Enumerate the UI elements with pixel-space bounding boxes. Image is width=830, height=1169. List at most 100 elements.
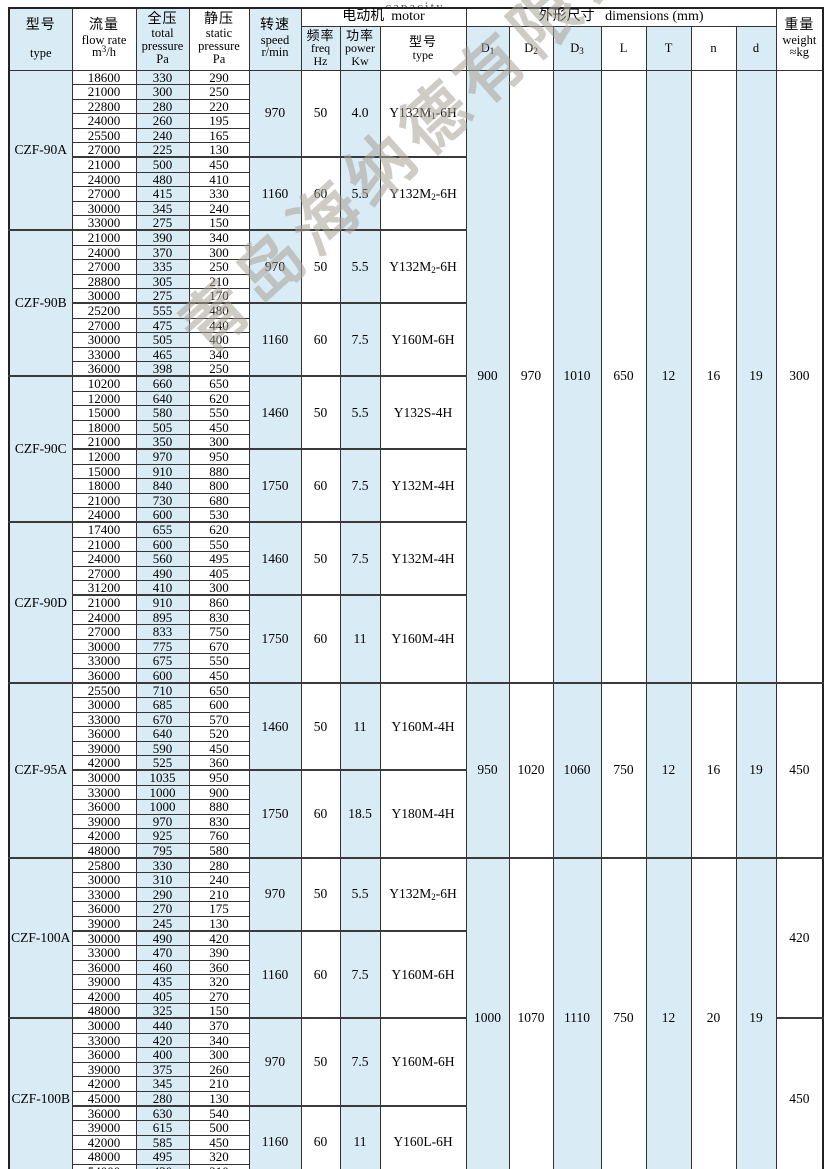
- static-pressure-cell: 340: [188, 1032, 250, 1048]
- flow-rate-cell: 33000: [71, 653, 137, 669]
- static-pressure-cell: 390: [188, 945, 250, 961]
- static-pressure-cell: 500: [188, 1120, 250, 1136]
- total-pressure-cell: 240: [135, 127, 190, 143]
- freq-cell: 60: [300, 156, 341, 232]
- header-motor-type: 型号 type: [379, 25, 467, 71]
- table-row: CZF-95A 25500 710 650 1460 50 11 Y160M-4H 950 102…: [8, 682, 824, 859]
- total-pressure-cell: 470: [135, 945, 190, 961]
- total-pressure-cell: 290: [135, 886, 190, 902]
- flow-rate-cell: 10200: [71, 375, 137, 392]
- static-pressure-cell: 250: [188, 84, 250, 100]
- flow-rate-cell: 42000: [71, 988, 137, 1004]
- motor-type-suffix: -6H: [435, 105, 457, 121]
- motor-type-cell: Y160L-6H: [379, 1105, 467, 1169]
- table-row: 39000 375 260: [9, 1061, 823, 1077]
- motor-type-suffix: -6H: [433, 331, 455, 347]
- static-pressure-cell: 550: [188, 536, 250, 552]
- total-pressure-cell: 895: [135, 609, 190, 625]
- static-pressure-cell: 250: [188, 259, 250, 275]
- table-row: 27000 833 750: [9, 624, 823, 640]
- header-d: d: [735, 25, 777, 71]
- total-pressure-cell: 370: [135, 244, 190, 260]
- table-row: 33000 275 150: [9, 215, 823, 232]
- power-cell: 7.5: [339, 448, 381, 524]
- static-pressure-cell: 195: [188, 113, 250, 129]
- static-pressure-cell: 480: [188, 302, 250, 319]
- static-pressure-cell: 420: [188, 930, 250, 946]
- table-head: 型号 type 流量 flow rate m3/h 全压 total press…: [8, 7, 824, 71]
- table-row: 24000 600 530: [9, 507, 823, 524]
- motor-type-suffix: -6H: [433, 1054, 455, 1070]
- motor-type-cell: Y132S-4H: [379, 375, 467, 451]
- flow-rate-cell: 21000: [71, 156, 137, 173]
- table-row: 18000 505 450: [9, 419, 823, 435]
- motor-type-base: Y132M: [391, 477, 434, 493]
- header-t: T: [645, 25, 692, 71]
- header-d2: D2: [508, 25, 554, 71]
- speed-cell: 1160: [248, 302, 302, 378]
- motor-type-cell: Y132M2-6H: [379, 156, 467, 232]
- static-pressure-cell: 760: [188, 828, 250, 844]
- total-pressure-cell: 280: [135, 1090, 190, 1107]
- power-cell: 7.5: [339, 1017, 381, 1107]
- flow-rate-cell: 36000: [71, 959, 137, 975]
- flow-rate-cell: 30000: [71, 697, 137, 713]
- total-pressure-cell: 275: [135, 215, 190, 232]
- flow-rate-cell: 21000: [71, 229, 137, 246]
- static-pressure-cell: 650: [188, 375, 250, 392]
- flow-rate-cell: 39000: [71, 915, 137, 932]
- power-cell: 7.5: [339, 302, 381, 378]
- total-pressure-cell: 1000: [135, 799, 190, 815]
- motor-type-base: Y160M: [391, 1054, 434, 1070]
- static-pressure-cell: 880: [188, 463, 250, 479]
- flow-rate-cell: 33000: [71, 1032, 137, 1048]
- static-pressure-cell: 130: [188, 915, 250, 932]
- flow-rate-cell: 39000: [71, 1061, 137, 1077]
- flow-rate-cell: 30000: [71, 200, 137, 216]
- table-row: CZF-90B 21000 390 340 970 50 5.5 Y132M2-6H: [8, 229, 823, 378]
- total-pressure-cell: 580: [135, 405, 190, 421]
- total-pressure-cell: 430: [135, 1163, 190, 1169]
- power-cell: 11: [339, 1105, 381, 1169]
- static-pressure-cell: 900: [188, 784, 250, 800]
- motor-type-suffix: -6H: [431, 1134, 453, 1150]
- freq-cell: 50: [300, 1017, 341, 1107]
- motor-type-suffix: -4H: [433, 477, 455, 493]
- flow-rate-cell: 27000: [71, 565, 137, 581]
- table-row: 21000 350 300: [9, 434, 823, 451]
- dimension-d3-cell: 1010: [552, 69, 602, 684]
- table-row: CZF-100A 25800 330 280 970 50 5.5 Y132M2-6H 1000…: [8, 857, 824, 1169]
- motor-type-base: Y160L: [393, 1134, 432, 1150]
- static-pressure-cell: 210: [188, 1163, 250, 1169]
- table-row: 21000 300 250: [9, 84, 823, 100]
- flow-rate-cell: 36000: [71, 1105, 137, 1121]
- table-row: 30000 775 670: [9, 638, 823, 654]
- total-pressure-cell: 480: [135, 171, 190, 187]
- total-pressure-cell: 345: [135, 1076, 190, 1092]
- total-pressure-cell: 300: [135, 84, 190, 100]
- flow-rate-cell: 42000: [71, 755, 137, 772]
- flow-rate-cell: 15000: [71, 405, 137, 421]
- static-pressure-cell: 830: [188, 609, 250, 625]
- static-pressure-cell: 170: [188, 288, 250, 305]
- static-pressure-cell: 450: [188, 740, 250, 756]
- flow-rate-cell: 21000: [71, 594, 137, 611]
- freq-cell: 60: [300, 594, 341, 684]
- header-motor-group: 电动机 motor: [300, 7, 467, 27]
- freq-cell: 60: [300, 1105, 341, 1169]
- header-d3: D3: [552, 25, 602, 71]
- static-pressure-cell: 340: [188, 346, 250, 362]
- speed-cell: 1160: [248, 1105, 302, 1169]
- total-pressure-cell: 833: [135, 624, 190, 640]
- static-pressure-cell: 570: [188, 711, 250, 727]
- header-freq: 频率 freq Hz: [300, 25, 341, 71]
- static-pressure-cell: 950: [188, 448, 250, 465]
- speed-cell: 970: [248, 229, 302, 305]
- static-pressure-cell: 360: [188, 755, 250, 772]
- model-type-cell: CZF-100B: [8, 1017, 73, 1169]
- flow-rate-cell: 36000: [71, 901, 137, 917]
- static-pressure-cell: 270: [188, 988, 250, 1004]
- table-row: 48000 795 580: [9, 842, 823, 859]
- flow-rate-cell: 21000: [71, 492, 137, 508]
